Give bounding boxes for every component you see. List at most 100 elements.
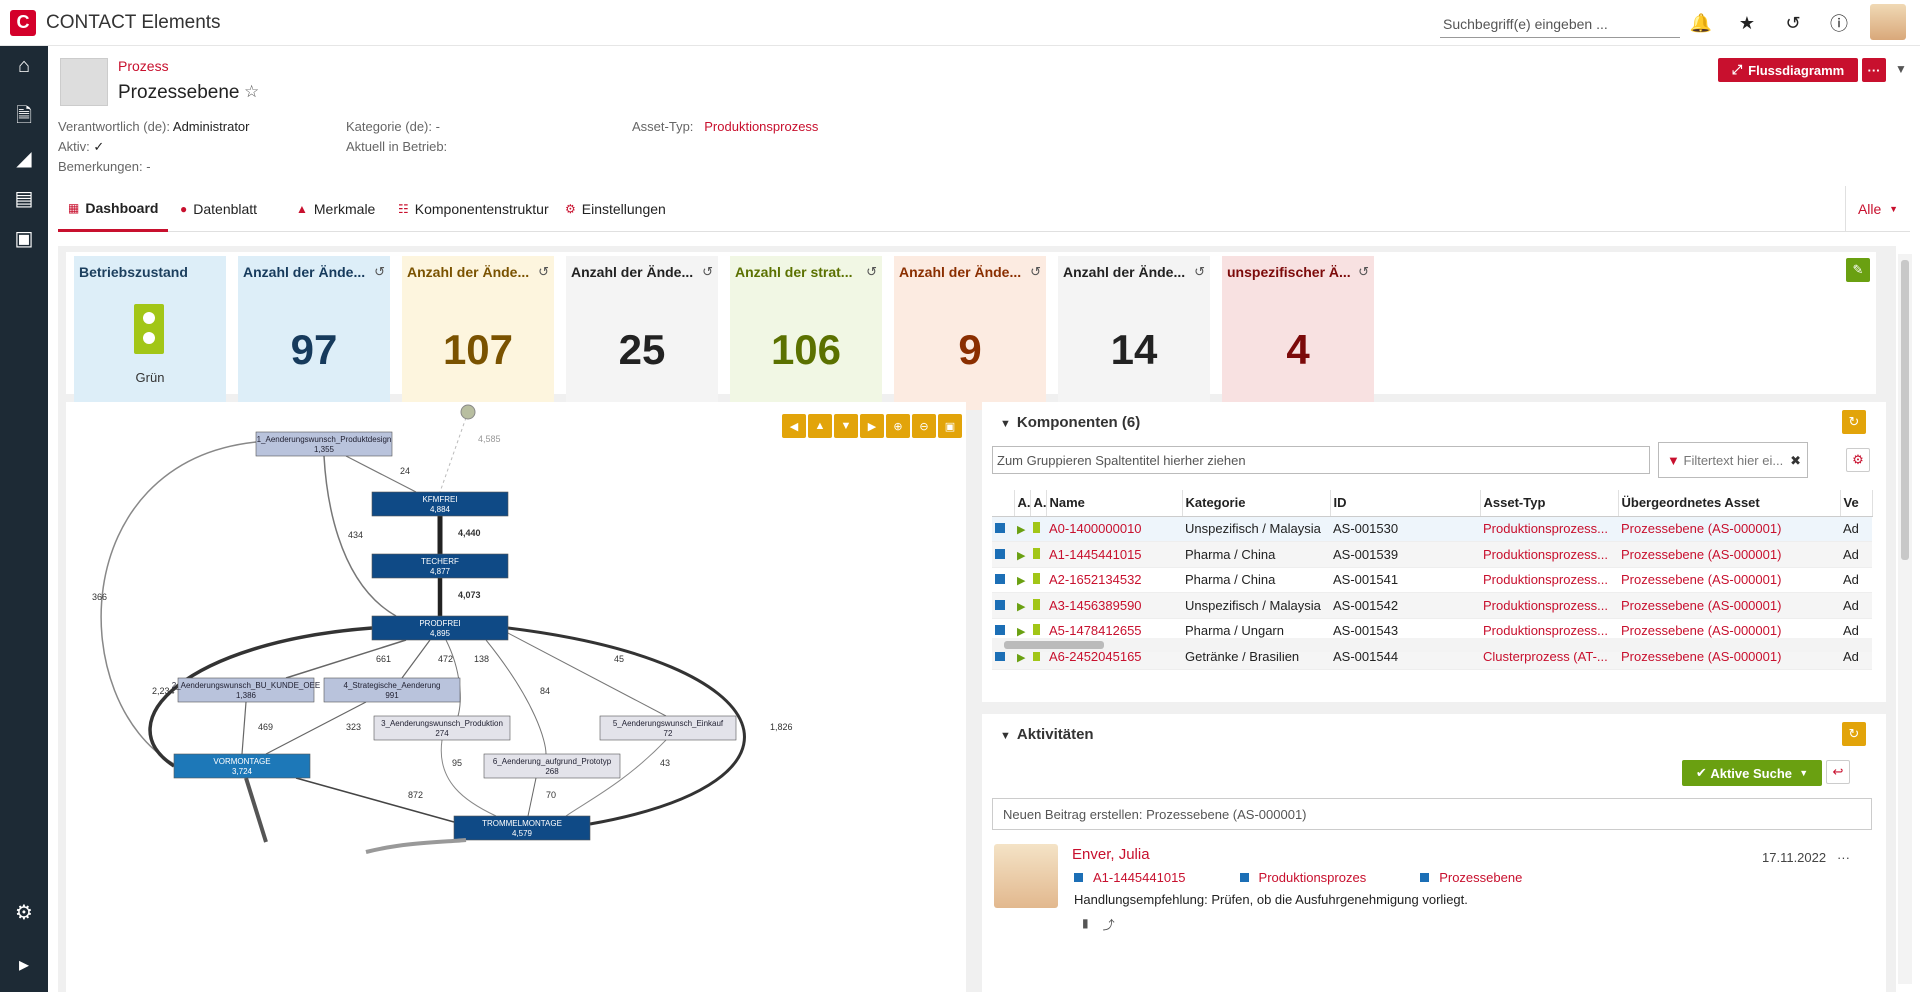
kpi-tile[interactable]: Anzahl der Ände... ↺ 14 <box>1058 256 1210 410</box>
structure-alt-icon[interactable]: ▣ <box>14 227 34 250</box>
breadcrumb[interactable]: Prozess <box>118 58 169 74</box>
play-icon[interactable]: ▶ <box>1017 524 1026 537</box>
more-actions-button[interactable]: ··· <box>1862 58 1886 82</box>
kpi-tile[interactable]: unspezifischer Ä... ↺ 4 <box>1222 256 1374 410</box>
clear-filter-icon[interactable]: ✖ <box>1790 453 1801 468</box>
settings-icon[interactable]: ⚙ <box>15 901 33 924</box>
zoom-in-icon[interactable]: ⊕ <box>886 414 910 438</box>
cell-name[interactable]: A0-1400000010 <box>1046 516 1182 542</box>
vertical-scrollbar[interactable] <box>1898 254 1912 984</box>
cell-name[interactable]: A3-1456389590 <box>1046 592 1182 619</box>
global-search-input[interactable]: Suchbegriff(e) eingeben ... <box>1440 12 1680 38</box>
play-icon[interactable]: ▶ <box>1017 575 1026 588</box>
user-avatar[interactable] <box>1870 4 1906 40</box>
cell-parent[interactable]: Prozessebene (AS-000001) <box>1618 516 1840 542</box>
home-icon[interactable]: ⌂ <box>17 54 31 77</box>
active-search-button[interactable]: ✔ Aktive Suche ▼ <box>1682 760 1822 786</box>
kpi-tile[interactable]: Anzahl der strat... ↺ 106 <box>730 256 882 410</box>
table-row[interactable]: ▶ A0-1400000010 Unspezifisch / Malaysia AS-… <box>992 516 1872 542</box>
asset-icon[interactable]: ◢ <box>16 147 32 170</box>
table-settings-icon[interactable]: ⚙ <box>1846 448 1870 472</box>
post-link[interactable]: A1-1445441015 <box>1074 870 1186 885</box>
share-icon[interactable]: ⤴ <box>1102 918 1115 932</box>
history-icon[interactable]: ↺ <box>1785 12 1801 33</box>
info-icon[interactable]: ⓘ <box>1830 14 1848 34</box>
column-header[interactable]: Ve <box>1840 490 1873 517</box>
pan-left-icon[interactable]: ◀ <box>782 414 806 438</box>
column-header[interactable]: ID <box>1330 490 1481 517</box>
column-header[interactable]: A.. <box>1014 490 1031 517</box>
pan-down-icon[interactable]: ▼ <box>834 414 858 438</box>
post-link[interactable]: Produktionsprozes <box>1240 870 1367 885</box>
cell-name[interactable]: A2-1652134532 <box>1046 567 1182 593</box>
column-header[interactable]: Übergeordnetes Asset <box>1618 490 1841 517</box>
star-icon[interactable]: ★ <box>1738 12 1756 33</box>
history-icon[interactable]: ↺ <box>374 264 385 279</box>
favorite-star-icon[interactable]: ☆ <box>244 82 260 101</box>
kpi-tile[interactable]: Anzahl der Ände... ↺ 107 <box>402 256 554 410</box>
column-header[interactable]: A.. <box>1030 490 1047 517</box>
tab-komponentenstruktur[interactable]: ☷ Komponentenstruktur <box>398 186 549 232</box>
kpi-tile[interactable]: Anzahl der Ände... ↺ 97 <box>238 256 390 410</box>
tab-datenblatt[interactable]: ● Datenblatt <box>180 186 257 232</box>
back-arrow-icon[interactable]: ↩ <box>1826 760 1850 784</box>
tab-merkmale[interactable]: ▲ Merkmale <box>296 186 375 232</box>
cell-parent[interactable]: Prozessebene (AS-000001) <box>1618 567 1840 593</box>
pan-right-icon[interactable]: ▶ <box>860 414 884 438</box>
filter-input[interactable]: ▼ Filtertext hier ei... ✖ <box>1658 442 1808 478</box>
cell-parent[interactable]: Prozessebene (AS-000001) <box>1618 592 1840 619</box>
table-row[interactable]: ▶ A2-1652134532 Pharma / China AS-001541 Pro… <box>992 567 1872 593</box>
kpi-tile[interactable]: Anzahl der Ände... ↺ 9 <box>894 256 1046 410</box>
group-by-dropzone[interactable]: Zum Gruppieren Spaltentitel hierher zieh… <box>992 446 1650 474</box>
structure-icon[interactable]: ▤ <box>14 187 34 210</box>
play-icon[interactable]: ▶ <box>1017 651 1026 664</box>
fit-screen-icon[interactable]: ▣ <box>938 414 962 438</box>
history-icon[interactable]: ↺ <box>1358 264 1369 279</box>
history-icon[interactable]: ↺ <box>1194 264 1205 279</box>
cell-parent[interactable]: Prozessebene (AS-000001) <box>1618 541 1840 568</box>
pan-up-icon[interactable]: ▲ <box>808 414 832 438</box>
column-header[interactable]: Kategorie <box>1182 490 1331 517</box>
history-icon[interactable]: ↺ <box>702 264 713 279</box>
column-header[interactable]: Name <box>1046 490 1183 517</box>
tab-dashboard[interactable]: ▦ Dashboard <box>58 186 169 232</box>
document-icon[interactable]: 🗎 <box>15 105 33 127</box>
cell-type[interactable]: Produktionsprozess... <box>1480 592 1618 619</box>
asset-type-link[interactable]: Produktionsprozess <box>704 119 819 134</box>
new-post-input[interactable]: Neuen Beitrag erstellen: Prozessebene (A… <box>992 798 1872 830</box>
cell-name[interactable]: A1-1445441015 <box>1046 541 1182 568</box>
edit-pencil-icon[interactable]: ✎ <box>1846 258 1870 282</box>
post-menu-icon[interactable]: ··· <box>1836 850 1850 865</box>
expand-sidebar-icon[interactable]: ▸ <box>18 953 30 976</box>
cell-type[interactable]: Produktionsprozess... <box>1480 516 1618 542</box>
cell-type[interactable]: Produktionsprozess... <box>1480 541 1618 568</box>
column-header[interactable]: Asset-Typ <box>1480 490 1619 517</box>
history-icon[interactable]: ↺ <box>1030 264 1041 279</box>
zoom-out-icon[interactable]: ⊖ <box>912 414 936 438</box>
comment-icon[interactable]: ▮ <box>1082 916 1089 930</box>
table-row[interactable]: ▶ A3-1456389590 Unspezifisch / Malaysia AS-… <box>992 592 1872 619</box>
post-link[interactable]: Prozessebene <box>1420 870 1522 885</box>
play-icon[interactable]: ▶ <box>1017 549 1026 562</box>
flussdiagramm-button[interactable]: ⤢ Flussdiagramm <box>1718 58 1858 82</box>
history-icon[interactable]: ↺ <box>538 264 549 279</box>
view-selector[interactable]: Alle ▼ <box>1844 186 1910 232</box>
chevron-down-icon[interactable]: ▼ <box>1895 62 1907 76</box>
refresh-icon[interactable]: ↻ <box>1842 410 1866 434</box>
table-row[interactable]: ▶ A1-1445441015 Pharma / China AS-001539 Pro… <box>992 541 1872 568</box>
kpi-tile[interactable]: Anzahl der Ände... ↺ 25 <box>566 256 718 410</box>
play-icon[interactable]: ▶ <box>1017 600 1026 613</box>
cell-type[interactable]: Produktionsprozess... <box>1480 567 1618 593</box>
activities-header[interactable]: ▼ Aktivitäten <box>1000 726 1094 743</box>
components-header[interactable]: ▼ Komponenten (6) <box>1000 414 1140 431</box>
